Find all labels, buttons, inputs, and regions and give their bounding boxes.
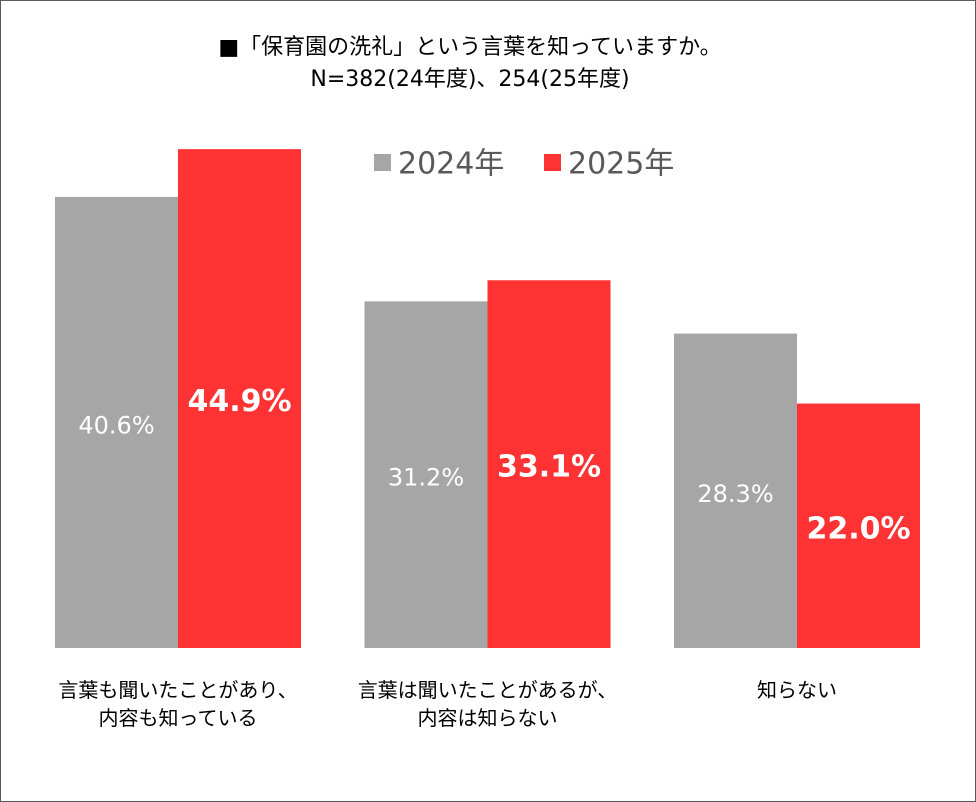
legend-swatch (374, 154, 391, 171)
value-label: 40.6% (78, 411, 154, 439)
value-label: 22.0% (806, 511, 910, 546)
x-tick-label: 知らない (757, 678, 837, 702)
value-label: 31.2% (388, 464, 464, 492)
bar (797, 403, 920, 648)
bar (674, 333, 797, 648)
x-tick-label: 言葉は聞いたことがあるが、 内容は知らない (357, 678, 618, 730)
legend-swatch (544, 154, 561, 171)
value-label: 33.1% (497, 450, 601, 485)
chart-title: ■「保育園の洗礼」という言葉を知っていますか。 (218, 35, 721, 60)
x-tick-label: 言葉も聞いたことがあり、 内容も知っている (58, 678, 298, 730)
bar (178, 149, 301, 648)
chart-subtitle: N=382(24年度)、254(25年度) (310, 67, 629, 92)
bar (364, 301, 488, 648)
value-label: 28.3% (697, 480, 773, 508)
bar (55, 196, 178, 648)
bar (487, 280, 611, 648)
legend-label: 2025年 (568, 147, 674, 182)
value-label: 44.9% (187, 384, 291, 419)
legend-label: 2024年 (398, 147, 504, 182)
